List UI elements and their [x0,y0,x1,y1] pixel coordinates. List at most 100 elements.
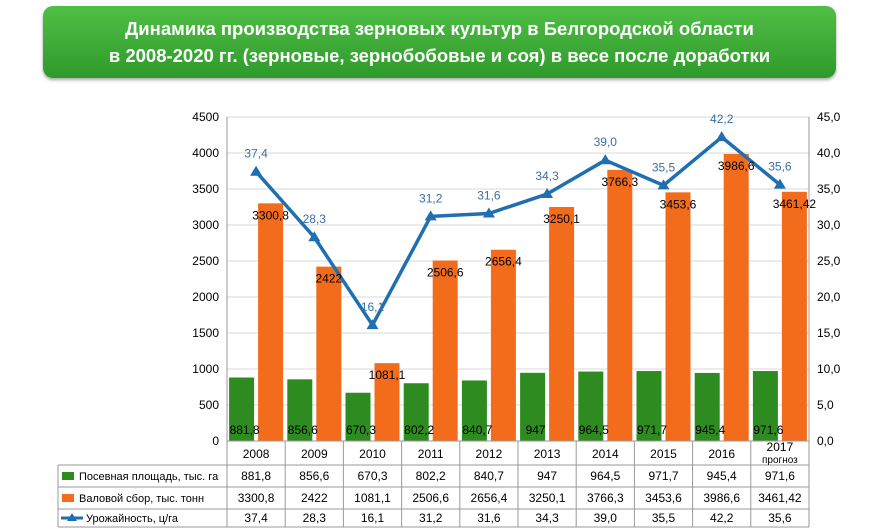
y-tick-label-right: 45,0 [817,110,841,124]
y-tick-label-left: 500 [199,398,219,412]
data-label-sown-area: 945,4 [695,423,725,437]
table-cell-value: 3986,6 [703,491,740,505]
data-label-gross-harvest: 2656,4 [485,255,522,269]
data-label-sown-area: 856,6 [288,423,318,437]
data-label-yield: 39,0 [594,135,618,149]
bar-gross-harvest [607,169,633,441]
y-tick-label-left: 1500 [192,326,219,340]
data-label-sown-area: 881,8 [230,423,260,437]
chart-title-line2: в 2008-2020 гг. (зерновые, зернобобовые … [108,45,771,66]
table-cell-value: 945,4 [707,469,737,483]
bar-sown-area [461,380,487,441]
data-label-gross-harvest: 3453,6 [660,197,697,211]
y-tick-label-left: 4500 [192,110,219,124]
data-label-yield: 42,2 [710,112,734,126]
data-label-yield: 37,4 [244,147,268,161]
table-cell-value: 16,1 [361,511,385,525]
data-label-yield: 28,3 [303,212,327,226]
bar-gross-harvest [723,153,749,442]
y-tick-label-left: 2500 [192,254,219,268]
table-cell-value: 971,7 [648,469,678,483]
yield-line [254,135,782,327]
yield-point [366,319,379,330]
chart-title-line1: Динамика производства зерновых культур в… [125,18,754,39]
legend-key-yield-marker [67,513,77,521]
bar-sown-area [520,372,546,441]
table-cell-value: 947 [537,469,557,483]
table-cell-value: 1081,1 [354,491,391,505]
bar-gross-harvest [781,191,807,441]
y-tick-label-left: 1000 [192,362,219,376]
yield-point [657,179,670,190]
table-cell-value: 2656,4 [471,491,508,505]
x-category-label: 2013 [534,447,561,461]
y-tick-label-right: 5,0 [817,398,834,412]
x-category-sublabel: прогноз [762,455,798,466]
data-label-sown-area: 840,7 [462,423,492,437]
data-label-gross-harvest: 3250,1 [543,212,580,226]
y-tick-label-right: 25,0 [817,254,841,268]
data-label-yield: 31,2 [419,191,443,205]
bar-sown-area [578,371,604,441]
legend-label: Посевная площадь, тыс. га [79,471,219,483]
table-cell-value: 28,3 [303,511,327,525]
table-cell-value: 840,7 [474,469,504,483]
yield-point [541,188,554,199]
bar-gross-harvest [316,266,342,441]
data-label-gross-harvest: 3461,42 [773,197,817,211]
x-category-label: 2011 [418,447,444,461]
table-cell-value: 3250,1 [529,491,566,505]
data-label-yield: 34,3 [535,169,559,183]
y-tick-label-right: 40,0 [817,146,841,160]
table-cell-value: 35,5 [652,511,676,525]
x-category-label: 2010 [359,447,386,461]
data-label-gross-harvest: 2506,6 [427,266,464,280]
table-cell-value: 31,6 [477,511,501,525]
table-cell-value: 34,3 [535,511,559,525]
bar-gross-harvest [432,260,458,441]
table-cell-value: 3300,8 [238,491,275,505]
table-cell-value: 2506,6 [412,491,449,505]
bar-gross-harvest [258,203,284,441]
bar-sown-area [752,371,778,441]
table-cell-value: 2422 [301,491,328,505]
table-cell-value: 37,4 [244,511,268,525]
y-tick-label-left: 3500 [192,182,219,196]
data-table: Посевная площадь, тыс. га 881,8 856,6 670,3… [57,440,810,528]
data-label-gross-harvest: 3766,3 [601,175,638,189]
bar-gross-harvest [490,249,516,441]
table-cell-value: 856,6 [299,469,329,483]
data-label-gross-harvest: 3986,6 [718,159,755,173]
x-category-label: 2017 [767,440,794,454]
yield-point [482,207,495,218]
bar-sown-area [694,372,720,441]
data-label-yield: 35,5 [652,160,676,174]
bar-sown-area [636,371,662,441]
bar-gross-harvest [665,192,691,441]
title-banner: Динамика производства зерновых культур в… [43,6,836,78]
y-tick-label-right: 30,0 [817,218,841,232]
data-label-sown-area: 971,6 [753,423,783,437]
x-category-label: 2008 [243,447,270,461]
table-cell-value: 3453,6 [645,491,682,505]
data-label-gross-harvest: 3300,8 [252,208,289,222]
yield-point [715,131,728,142]
x-category-label: 2012 [476,447,503,461]
y-tick-label-left: 2000 [192,290,219,304]
bar-sown-area [287,379,313,441]
table-cell-value: 35,6 [768,511,792,525]
table-cell-value: 881,8 [241,469,271,483]
x-category-label: 2016 [708,447,735,461]
legend-key-sown-area [62,472,74,480]
bar-sown-area [229,377,255,441]
table-cell-value: 971,6 [765,469,795,483]
data-label-sown-area: 802,2 [404,423,434,437]
y-tick-label-right: 15,0 [817,326,841,340]
table-cell-value: 964,5 [590,469,620,483]
table-cell-value: 42,2 [710,511,734,525]
y-tick-label-right: 20,0 [817,290,841,304]
y-tick-label-right: 35,0 [817,182,841,196]
data-label-sown-area: 670,3 [346,423,376,437]
data-label-sown-area: 947 [526,423,546,437]
